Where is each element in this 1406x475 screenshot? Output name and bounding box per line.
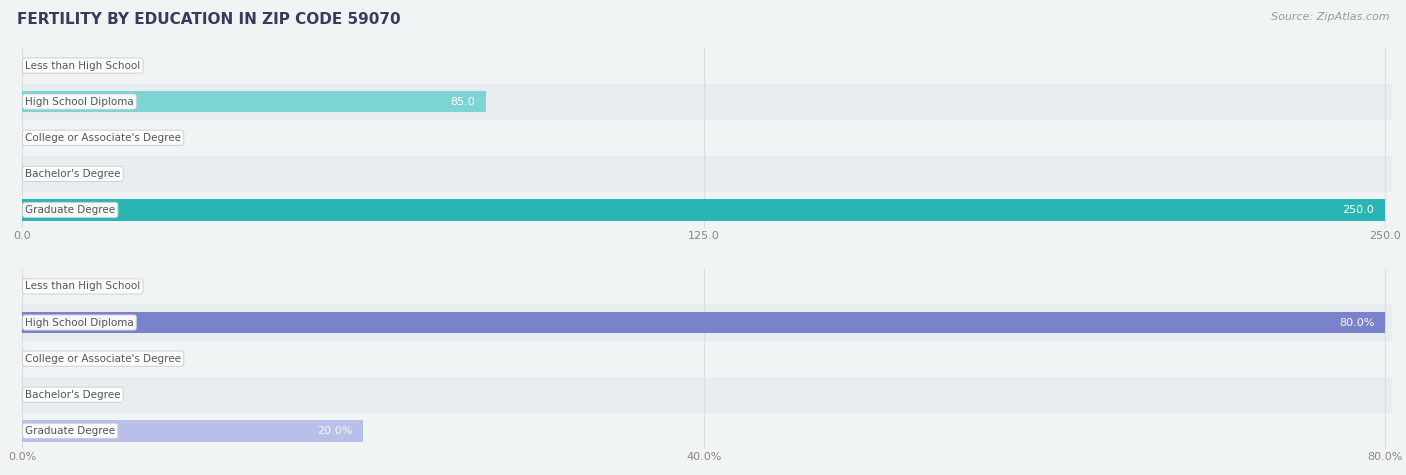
Text: FERTILITY BY EDUCATION IN ZIP CODE 59070: FERTILITY BY EDUCATION IN ZIP CODE 59070: [17, 12, 401, 27]
Text: 0.0%: 0.0%: [34, 353, 62, 364]
Bar: [22, 312, 1385, 333]
Text: Graduate Degree: Graduate Degree: [25, 426, 115, 436]
Bar: [21, 120, 1398, 156]
Text: Graduate Degree: Graduate Degree: [25, 205, 115, 215]
Bar: [21, 341, 1398, 377]
Bar: [21, 156, 1398, 192]
Bar: [21, 304, 1398, 341]
Bar: [21, 48, 1398, 84]
Bar: [21, 192, 1398, 228]
Text: Less than High School: Less than High School: [25, 281, 141, 292]
Text: Bachelor's Degree: Bachelor's Degree: [25, 390, 121, 400]
Text: 0.0%: 0.0%: [34, 281, 62, 292]
Text: High School Diploma: High School Diploma: [25, 317, 134, 328]
Text: College or Associate's Degree: College or Associate's Degree: [25, 353, 181, 364]
Bar: [21, 84, 1398, 120]
Text: 0.0%: 0.0%: [34, 390, 62, 400]
Text: 85.0: 85.0: [450, 96, 475, 107]
Text: 250.0: 250.0: [1343, 205, 1374, 215]
Bar: [22, 199, 1385, 221]
Text: 0.0: 0.0: [34, 60, 51, 71]
Bar: [21, 377, 1398, 413]
Text: Source: ZipAtlas.com: Source: ZipAtlas.com: [1271, 12, 1389, 22]
Text: 0.0: 0.0: [34, 169, 51, 179]
Bar: [22, 420, 363, 442]
Bar: [22, 91, 485, 113]
Text: 0.0: 0.0: [34, 133, 51, 143]
Text: High School Diploma: High School Diploma: [25, 96, 134, 107]
Text: Less than High School: Less than High School: [25, 60, 141, 71]
Text: 80.0%: 80.0%: [1339, 317, 1374, 328]
Text: College or Associate's Degree: College or Associate's Degree: [25, 133, 181, 143]
Text: 20.0%: 20.0%: [316, 426, 353, 436]
Bar: [21, 413, 1398, 449]
Text: Bachelor's Degree: Bachelor's Degree: [25, 169, 121, 179]
Bar: [21, 268, 1398, 304]
